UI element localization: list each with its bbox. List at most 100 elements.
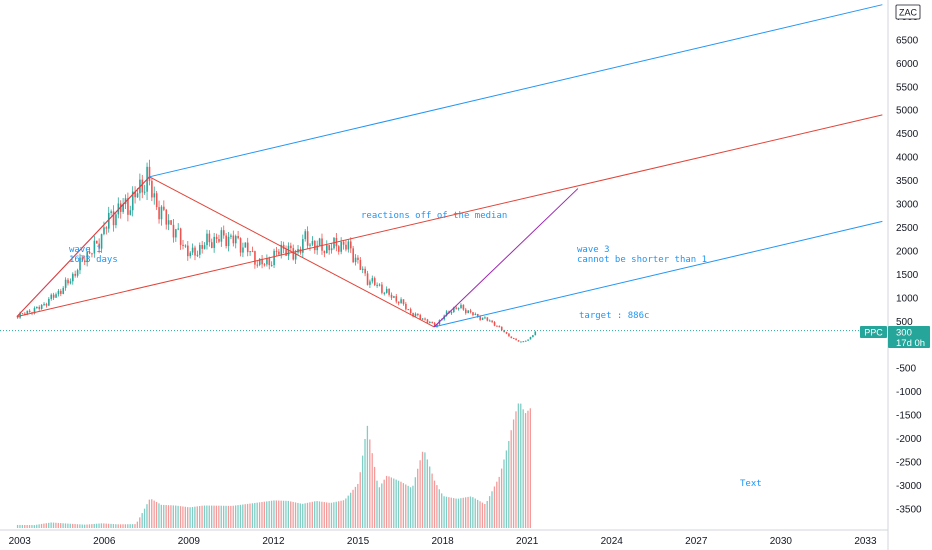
candle-body — [429, 321, 431, 323]
volume-bar — [488, 496, 491, 528]
wave3-annotation-line1[interactable]: wave 3 — [577, 245, 610, 255]
candle-body — [453, 307, 455, 312]
median-line[interactable] — [16, 114, 883, 318]
annotations[interactable]: wave 1 1673 days reactions off of the me… — [69, 211, 762, 489]
symbol-price-badge: PPC 300 17d 0h — [860, 326, 930, 349]
time-axis[interactable]: 2003 2006 2009 2012 2015 2018 2021 2024 2027 2030… — [0, 529, 888, 547]
candle-body — [24, 313, 26, 315]
volume-bar — [268, 501, 270, 528]
candle-body — [98, 243, 100, 249]
volume-bar — [373, 466, 376, 528]
volume-bar — [232, 505, 234, 528]
candle-body — [234, 235, 237, 244]
candle-body — [215, 236, 218, 240]
candle-body — [318, 238, 321, 246]
volume-bar — [95, 523, 98, 528]
volume-bar — [105, 523, 107, 528]
candle-body — [278, 251, 280, 255]
volume-bar — [122, 524, 124, 528]
triangle-edge-b[interactable] — [149, 176, 435, 328]
volume-bar — [342, 500, 345, 528]
candle-body — [460, 304, 462, 309]
candle-body — [457, 308, 460, 310]
candle-body — [393, 296, 395, 298]
volume-bar — [323, 502, 325, 528]
volume-bar — [143, 508, 146, 528]
volume-bar — [52, 522, 55, 528]
volume-bar — [316, 501, 318, 528]
y-tick-label: 2500 — [896, 223, 919, 234]
candle-body — [476, 313, 479, 317]
candle-body — [232, 235, 235, 244]
volume-bar — [175, 505, 177, 528]
volume-bar — [100, 523, 103, 528]
volume-bar — [496, 481, 498, 528]
volume-bar — [275, 500, 278, 528]
candle-body — [378, 284, 381, 286]
volume-bar — [385, 475, 388, 528]
candle-body — [323, 250, 326, 254]
target-annotation[interactable]: target : 886c — [579, 311, 649, 321]
volume-bar — [462, 497, 464, 528]
candle-body — [311, 241, 314, 245]
candle-body — [110, 211, 112, 213]
candle-body — [258, 258, 261, 265]
volume-bar — [220, 505, 222, 528]
volume-bar — [227, 505, 230, 528]
x-tick-label: 2006 — [93, 536, 116, 547]
upper-channel-line[interactable] — [149, 4, 883, 178]
candle-body — [201, 245, 204, 249]
wave3-annotation-line2[interactable]: cannot be shorter than 1 — [577, 255, 707, 265]
volume-bar — [390, 477, 393, 528]
volume-bar — [191, 506, 194, 528]
volume-bar — [486, 500, 488, 528]
volume-bar — [474, 498, 476, 528]
drawings[interactable] — [16, 4, 883, 328]
median-annotation[interactable]: reactions off of the median — [361, 211, 507, 221]
x-tick-label: 2012 — [262, 536, 285, 547]
y-tick-label: 1000 — [896, 293, 919, 304]
candle-body — [165, 209, 168, 225]
candle-body — [419, 315, 422, 320]
candle-body — [105, 227, 108, 229]
candle-body — [230, 235, 232, 237]
y-tick-label: 1500 — [896, 270, 919, 281]
text-annotation[interactable]: Text — [740, 479, 762, 489]
candle-body — [314, 241, 316, 251]
volume-bar — [453, 498, 455, 528]
candle-body — [469, 310, 472, 313]
volume-bar — [357, 483, 359, 528]
volume-bar — [417, 468, 419, 528]
volume-bar — [215, 505, 218, 528]
volume-bar — [431, 473, 433, 528]
candle-body — [414, 313, 417, 317]
candle-body — [246, 242, 249, 253]
price-axis[interactable]: 7000650060005500500045004000350030002500… — [887, 0, 922, 550]
triangle-edge-a[interactable] — [16, 176, 150, 317]
candle-body — [55, 294, 57, 298]
candle-body — [407, 309, 410, 311]
volume-bar — [493, 486, 496, 528]
volume-bar — [503, 459, 505, 528]
volume-bar — [287, 500, 289, 528]
volume-bar — [364, 438, 366, 528]
lower-channel-line[interactable] — [434, 220, 883, 328]
volume-bar — [445, 496, 448, 528]
candle-body — [237, 235, 239, 239]
volume-bar — [517, 403, 520, 528]
wave1-annotation-line2[interactable]: 1673 days — [69, 255, 118, 265]
volume-bar — [433, 480, 436, 528]
candle-body — [67, 279, 69, 284]
volume-bar — [414, 477, 416, 528]
volume-bar — [333, 502, 335, 528]
candle-body — [26, 310, 29, 314]
candle-body — [505, 332, 508, 334]
volume-bar — [371, 453, 373, 528]
candle-body — [76, 270, 79, 276]
candle-body — [472, 312, 474, 316]
wave1-annotation-line1[interactable]: wave 1 — [69, 245, 102, 255]
volume-bar — [170, 505, 172, 528]
candle-body — [254, 251, 256, 265]
wave3-line[interactable] — [433, 188, 579, 328]
